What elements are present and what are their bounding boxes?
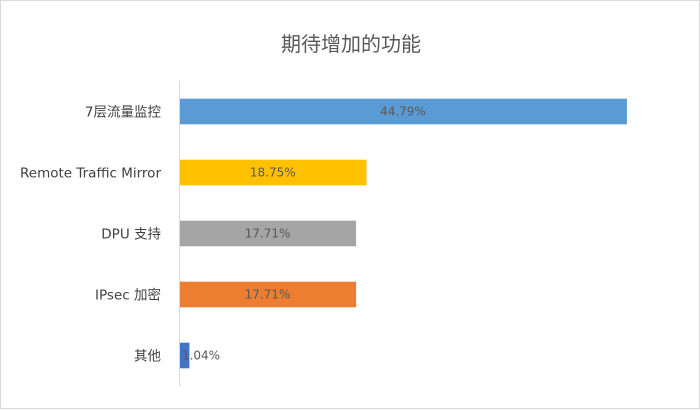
bar-2: [180, 220, 357, 247]
category-labels: 7层流量监控 Remote Traffic Mirror DPU 支持 IPsec 加…: [20, 105, 162, 365]
category-label-1: Remote Traffic Mirror: [20, 166, 161, 182]
data-label-4: 1.04%: [182, 349, 220, 363]
category-label-4: 其他: [134, 349, 161, 365]
bar-3: [180, 281, 357, 308]
category-label-0: 7层流量监控: [85, 105, 162, 121]
bar-0: [180, 98, 627, 125]
bars-layer: [180, 98, 627, 369]
data-label-2: 17.71%: [245, 227, 291, 241]
chart-title: 期待增加的功能: [281, 32, 421, 56]
data-labels: 44.79% 18.75% 17.71% 17.71% 1.04%: [182, 105, 426, 363]
category-label-3: IPsec 加密: [95, 287, 161, 304]
category-label-2: DPU 支持: [101, 227, 161, 243]
bar-1: [180, 159, 367, 186]
data-label-3: 17.71%: [245, 288, 291, 302]
data-label-0: 44.79%: [380, 105, 426, 119]
data-label-1: 18.75%: [250, 166, 296, 180]
bar-4: [180, 342, 190, 369]
